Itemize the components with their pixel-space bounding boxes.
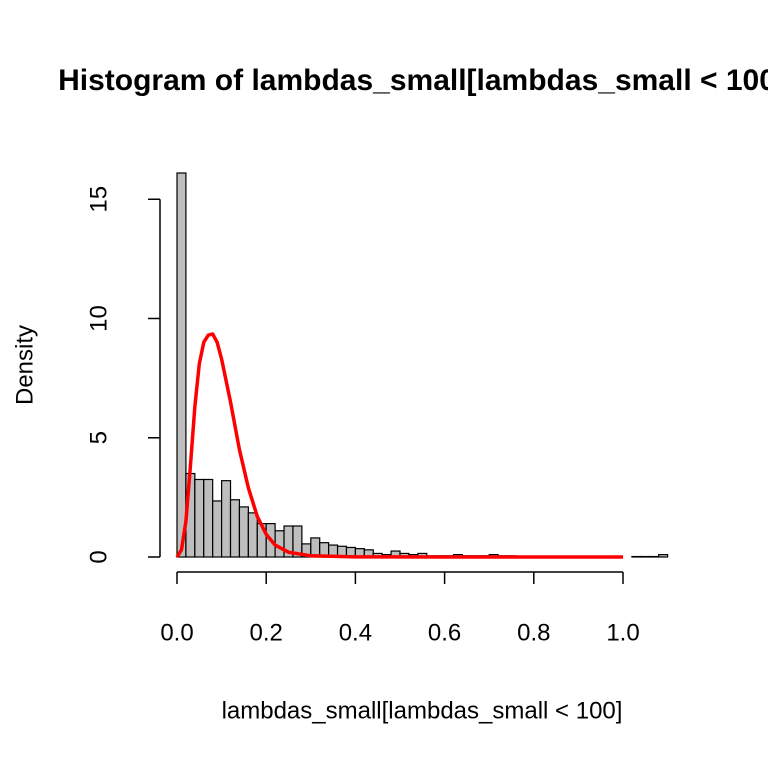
y-tick-label: 15 [85,186,112,213]
y-axis-label: Density [11,325,38,405]
x-tick-label: 0.4 [339,619,372,646]
bar [176,172,187,558]
bar [221,480,232,558]
bar [247,512,258,558]
bar [212,500,223,558]
y-tick-label: 0 [85,550,112,563]
bar [292,525,303,558]
bar [203,478,214,558]
bar [229,499,241,558]
x-tick-label: 0.2 [250,619,283,646]
x-tick-label: 1.0 [606,619,639,646]
chart-title: Histogram of lambdas_small[lambdas_small… [58,64,768,97]
y-tick-label: 10 [85,305,112,332]
x-tick-label: 0.0 [160,619,193,646]
bar [194,478,205,558]
bar [658,554,669,558]
x-tick-label: 0.8 [517,619,550,646]
density-curve [175,332,623,559]
y-tick-label: 5 [85,431,112,444]
bar [238,506,249,558]
x-tick-label: 0.6 [428,619,461,646]
x-axis-label: lambdas_small[lambdas_small < 100] [222,697,623,724]
